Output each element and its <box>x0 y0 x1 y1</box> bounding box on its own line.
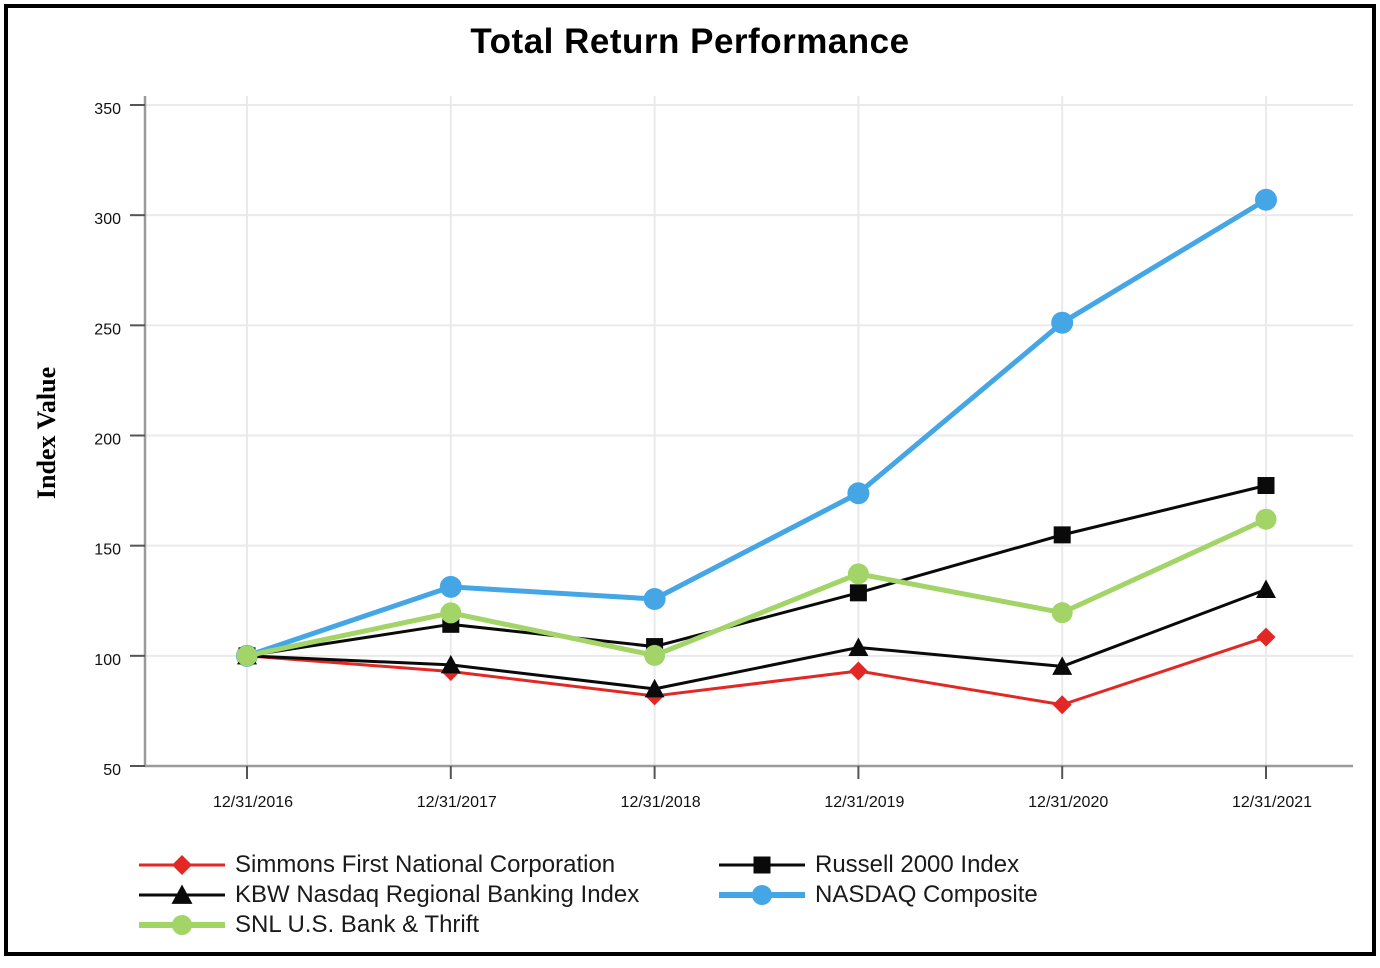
square-marker-icon <box>719 856 805 874</box>
circle-marker-icon <box>139 915 225 935</box>
x-tick-label: 12/31/2017 <box>417 794 497 811</box>
y-gridlines <box>145 104 1353 657</box>
x-tick-label: 12/31/2019 <box>824 794 904 811</box>
series-snl-u-s-bank-thrift <box>236 508 1277 667</box>
y-tick-label: 200 <box>94 432 121 449</box>
y-tick-label: 150 <box>94 542 121 559</box>
triangle-marker-icon <box>139 884 225 904</box>
plot-area: 50 100 150 200 250 300 350 12/31/2016 12/31/2017… <box>32 96 1353 811</box>
legend-column-left: Simmons First National Corporation KBW N… <box>138 850 639 940</box>
y-tick-label: 100 <box>94 652 121 669</box>
y-axis-title: Index Value <box>32 367 61 499</box>
series-nasdaq-composite <box>236 188 1277 667</box>
y-tick-label: 300 <box>94 211 121 228</box>
chart-frame: Total Return Performance 50 100 150 200 250 3… <box>4 4 1376 956</box>
legend-label: SNL U.S. Bank & Thrift <box>235 911 480 938</box>
legend-item-simmons: Simmons First National Corporation <box>138 850 639 880</box>
x-tick-label: 12/31/2020 <box>1028 794 1108 811</box>
axes <box>143 96 1353 768</box>
series-simmons-first-national-corporation <box>237 627 1276 715</box>
legend-item-kbw: KBW Nasdaq Regional Banking Index <box>138 880 639 910</box>
y-tick-label: 350 <box>94 101 121 118</box>
legend-column-right: Russell 2000 Index NASDAQ Composite <box>718 850 1038 910</box>
y-tick-label: 250 <box>94 321 121 338</box>
x-tick-label: 12/31/2021 <box>1232 794 1312 811</box>
legend-label: Russell 2000 Index <box>815 851 1020 878</box>
x-axis-ticks: 12/31/2016 12/31/2017 12/31/2018 12/31/2019… <box>213 766 1312 811</box>
chart-title: Total Return Performance <box>470 22 910 61</box>
legend-item-russell: Russell 2000 Index <box>718 850 1038 880</box>
legend-label: NASDAQ Composite <box>815 881 1038 908</box>
legend-item-nasdaq: NASDAQ Composite <box>718 880 1038 910</box>
x-gridlines <box>246 96 1267 766</box>
circle-marker-icon <box>719 885 805 905</box>
legend-label: KBW Nasdaq Regional Banking Index <box>235 881 640 908</box>
x-tick-label: 12/31/2018 <box>621 794 701 811</box>
legend-item-snl: SNL U.S. Bank & Thrift <box>138 910 639 940</box>
y-tick-label: 50 <box>103 762 121 779</box>
series-russell-2000-index <box>238 477 1275 665</box>
x-tick-label: 12/31/2016 <box>213 794 293 811</box>
diamond-marker-icon <box>139 855 225 875</box>
legend-label: Simmons First National Corporation <box>235 851 616 878</box>
series-kbw-nasdaq-regional-banking-index <box>237 579 1276 698</box>
y-axis-ticks: 50 100 150 200 250 300 350 <box>94 101 145 779</box>
